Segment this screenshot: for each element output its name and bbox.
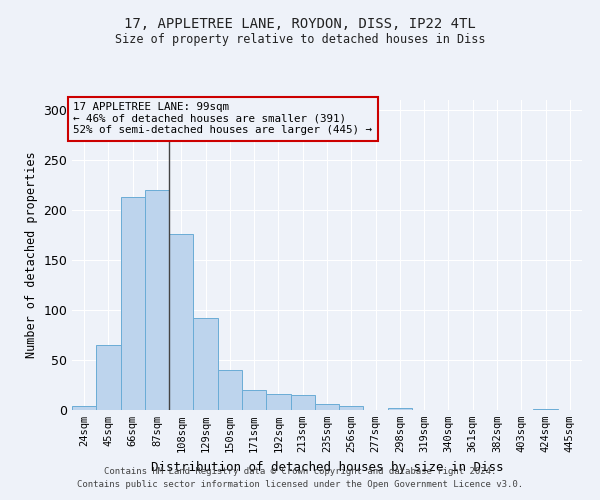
Text: 17 APPLETREE LANE: 99sqm
← 46% of detached houses are smaller (391)
52% of semi-: 17 APPLETREE LANE: 99sqm ← 46% of detach… <box>73 102 372 135</box>
Bar <box>533 409 558 410</box>
Bar <box>266 394 290 410</box>
Text: Contains public sector information licensed under the Open Government Licence v3: Contains public sector information licen… <box>77 480 523 489</box>
Bar <box>193 318 218 410</box>
Bar <box>290 395 315 410</box>
Bar <box>145 190 169 410</box>
Bar <box>339 406 364 410</box>
Text: Size of property relative to detached houses in Diss: Size of property relative to detached ho… <box>115 32 485 46</box>
Text: 17, APPLETREE LANE, ROYDON, DISS, IP22 4TL: 17, APPLETREE LANE, ROYDON, DISS, IP22 4… <box>124 18 476 32</box>
Bar <box>121 197 145 410</box>
Y-axis label: Number of detached properties: Number of detached properties <box>25 152 38 358</box>
Bar <box>218 370 242 410</box>
X-axis label: Distribution of detached houses by size in Diss: Distribution of detached houses by size … <box>151 460 503 473</box>
Bar <box>242 390 266 410</box>
Bar <box>315 404 339 410</box>
Bar <box>72 406 96 410</box>
Text: Contains HM Land Registry data © Crown copyright and database right 2024.: Contains HM Land Registry data © Crown c… <box>104 467 496 476</box>
Bar <box>388 408 412 410</box>
Bar <box>169 234 193 410</box>
Bar <box>96 345 121 410</box>
